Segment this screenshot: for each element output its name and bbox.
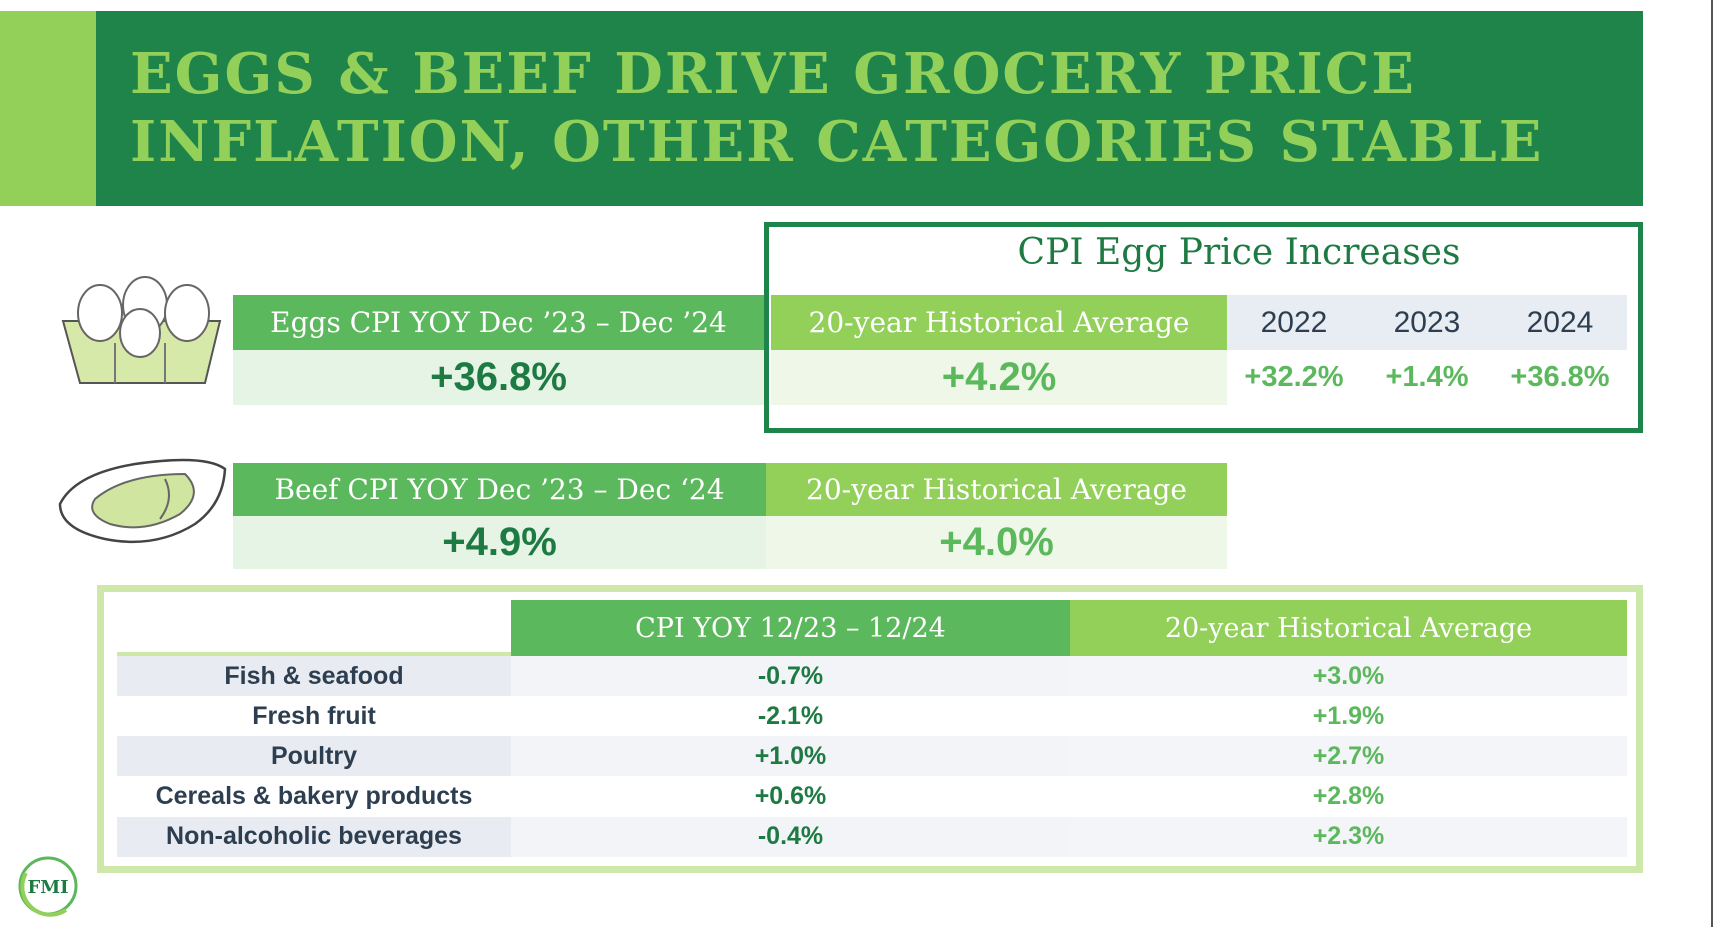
eggs-avg-header: 20-year Historical Average: [771, 295, 1227, 350]
accent-strip: [0, 11, 96, 206]
row-cpi-value: -2.1%: [511, 696, 1070, 737]
row-cpi-value: +1.0%: [511, 736, 1070, 777]
egg-carton-icon: [61, 276, 222, 384]
value-2023: +1.4%: [1385, 361, 1469, 393]
value-2024: +36.8%: [1510, 361, 1610, 393]
egg-box-title: CPI Egg Price Increases: [1017, 232, 1461, 273]
row-label: Cereals & bakery products: [117, 776, 511, 817]
categories-table: [97, 585, 1643, 873]
row-avg-value: +3.0%: [1070, 656, 1627, 696]
beef-cpi-value: +4.9%: [233, 516, 766, 569]
row-avg-value: +2.3%: [1070, 816, 1627, 857]
row-label: Fresh fruit: [117, 696, 511, 737]
row-label: Poultry: [117, 736, 511, 777]
row-label: Non-alcoholic beverages: [117, 816, 511, 857]
fmi-logo-text: FMI: [27, 877, 68, 898]
row-cpi-value: -0.7%: [511, 656, 1070, 696]
title-line-1: EGGS & BEEF DRIVE GROCERY PRICE: [130, 41, 1416, 107]
eggs-cpi-value: +36.8%: [233, 350, 764, 405]
page-title: EGGS & BEEF DRIVE GROCERY PRICE INFLATIO…: [130, 40, 1543, 176]
row-cpi-value: -0.4%: [511, 816, 1070, 857]
year-2022: 2022: [1260, 305, 1328, 339]
beef-cpi-header: Beef CPI YOY Dec ’23 – Dec ‘24: [233, 463, 766, 516]
beef-steak-icon: [58, 458, 227, 544]
row-cpi-value: +0.6%: [511, 776, 1070, 817]
beef-avg-header: 20-year Historical Average: [766, 463, 1227, 516]
beef-avg-value: +4.0%: [766, 516, 1227, 569]
year-values-row: +32.2% +1.4% +36.8%: [1227, 350, 1627, 405]
year-header-row: 2022 2023 2024: [1227, 295, 1627, 350]
title-bar: [96, 11, 1643, 206]
eggs-avg-value: +4.2%: [771, 350, 1227, 405]
year-2023: 2023: [1393, 305, 1461, 339]
year-2024: 2024: [1526, 305, 1594, 339]
header-divider: [117, 652, 511, 656]
fmi-logo: FMI: [18, 856, 78, 917]
eggs-cpi-header: Eggs CPI YOY Dec ’23 – Dec ’24: [233, 295, 764, 350]
row-avg-value: +2.8%: [1070, 776, 1627, 817]
row-avg-value: +2.7%: [1070, 736, 1627, 777]
value-2022: +32.2%: [1244, 361, 1344, 393]
title-line-2: INFLATION, OTHER CATEGORIES STABLE: [130, 109, 1544, 175]
window-edge: [1711, 0, 1713, 927]
row-avg-value: +1.9%: [1070, 696, 1627, 737]
table-header-avg: 20-year Historical Average: [1070, 600, 1627, 656]
egg-price-increases-box: [764, 222, 1643, 433]
table-header-cpi: CPI YOY 12/23 – 12/24: [511, 600, 1070, 656]
row-label: Fish & seafood: [117, 656, 511, 696]
